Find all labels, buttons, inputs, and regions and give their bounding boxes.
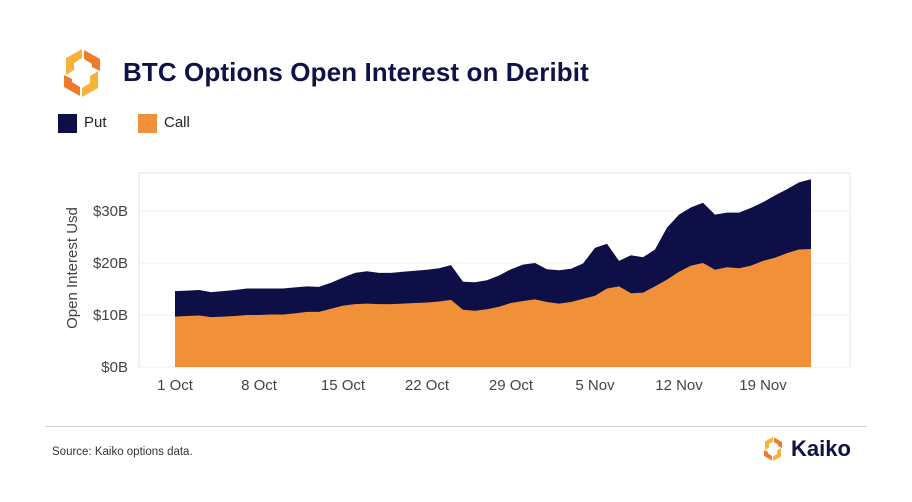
x-tick-label: 29 Oct (489, 377, 534, 394)
logo-top-left-shape (66, 49, 82, 75)
x-tick-label: 1 Oct (157, 377, 194, 394)
x-tick-label: 22 Oct (405, 377, 450, 394)
logo-bottom-left-shape (64, 75, 80, 96)
legend-label-put: Put (84, 114, 107, 131)
legend-swatch-put (58, 114, 77, 133)
y-axis-ticks: $0B $10B $20B $30B (93, 203, 128, 376)
x-tick-label: 12 Nov (655, 377, 703, 394)
y-axis-title: Open Interest Usd (64, 207, 81, 329)
x-tick-label: 8 Oct (241, 377, 278, 394)
y-tick-label: $30B (93, 203, 128, 220)
series-call-area (175, 249, 811, 367)
footer-divider (45, 426, 867, 427)
y-tick-label: $0B (101, 359, 128, 376)
logo-bottom-right-shape (82, 71, 98, 97)
brand-logo-top-left-shape (765, 437, 773, 450)
brand-logo-bottom-right-shape (773, 448, 781, 461)
kaiko-logo-icon (764, 437, 782, 461)
kaiko-logo-icon (64, 49, 100, 97)
logo-top-right-shape (84, 50, 100, 71)
source-note: Source: Kaiko options data. (52, 446, 193, 458)
brand-logo-top-right-shape (774, 437, 782, 448)
y-tick-label: $10B (93, 307, 128, 324)
x-axis-ticks: 1 Oct 8 Oct 15 Oct 22 Oct 29 Oct 5 Nov 12 Nov 1… (157, 377, 787, 394)
legend-swatch-call (138, 114, 157, 133)
x-tick-label: 19 Nov (739, 377, 787, 394)
legend-label-call: Call (164, 114, 190, 131)
y-tick-label: $20B (93, 255, 128, 272)
brand-name: Kaiko (791, 436, 851, 461)
chart-area: $0B $10B $20B $30B 1 Oct 8 Oct 15 Oct 22 Oct 29… (64, 172, 851, 394)
x-tick-label: 15 Oct (321, 377, 366, 394)
brand-logo-bottom-left-shape (764, 450, 772, 461)
x-tick-label: 5 Nov (575, 377, 615, 394)
page-title: BTC Options Open Interest on Deribit (123, 57, 589, 87)
